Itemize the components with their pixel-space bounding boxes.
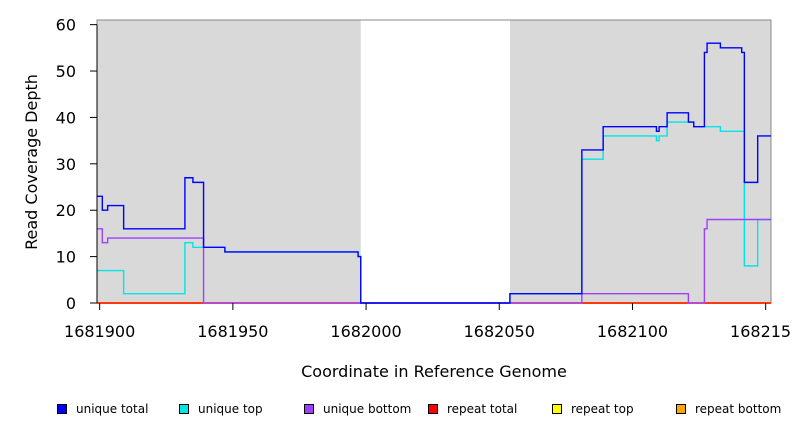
legend-label: unique total — [76, 402, 149, 416]
background-region-1 — [97, 20, 361, 303]
series-line-unique-total — [97, 42, 771, 304]
y-tick-label: 30 — [56, 155, 76, 174]
x-tick-label: 1681900 — [64, 322, 135, 341]
x-axis-label: Coordinate in Reference Genome — [301, 362, 567, 381]
legend-swatch — [552, 404, 562, 414]
legend-item-repeat-top: repeat top — [552, 400, 634, 418]
y-tick-label: 40 — [56, 108, 76, 127]
x-tick-label: 1682100 — [597, 322, 668, 341]
x-tick-label: 1682050 — [464, 322, 535, 341]
legend-swatch — [676, 404, 686, 414]
series-lines — [97, 42, 771, 304]
series-line-unique-bottom — [97, 218, 771, 304]
legend-item-unique-top: unique top — [179, 400, 263, 418]
x-tick-label: 1682000 — [330, 322, 401, 341]
coverage-chart: 1681900 1681950 1682000 1682050 1682100 16821… — [22, 16, 792, 381]
y-tick-label: 50 — [56, 62, 76, 81]
y-tick-label: 60 — [56, 16, 76, 35]
legend-label: repeat top — [571, 402, 634, 416]
y-axis: 0 10 20 30 40 50 60 — [56, 16, 98, 313]
legend-item-repeat-total: repeat total — [428, 400, 517, 418]
legend-item-unique-bottom: unique bottom — [304, 400, 411, 418]
x-tick-label: 1681950 — [197, 322, 268, 341]
legend-swatch — [57, 404, 67, 414]
y-tick-label: 0 — [66, 294, 76, 313]
legend-label: unique bottom — [323, 402, 412, 416]
chart-legend: unique total unique top unique bottom repea… — [0, 400, 792, 420]
legend-item-unique-total: unique total — [57, 400, 148, 418]
legend-label: unique top — [198, 402, 263, 416]
legend-label: repeat total — [447, 402, 518, 416]
y-tick-label: 20 — [56, 201, 76, 220]
y-tick-label: 10 — [56, 248, 76, 267]
legend-swatch — [304, 404, 314, 414]
y-axis-label: Read Coverage Depth — [22, 74, 41, 250]
legend-swatch — [179, 404, 189, 414]
legend-label: repeat bottom — [695, 402, 782, 416]
legend-item-repeat-bottom: repeat bottom — [676, 400, 781, 418]
legend-swatch — [428, 404, 438, 414]
background-region-2 — [509, 20, 771, 303]
x-axis: 1681900 1681950 1682000 1682050 1682100 16821… — [64, 303, 792, 341]
background-regions — [97, 20, 771, 303]
